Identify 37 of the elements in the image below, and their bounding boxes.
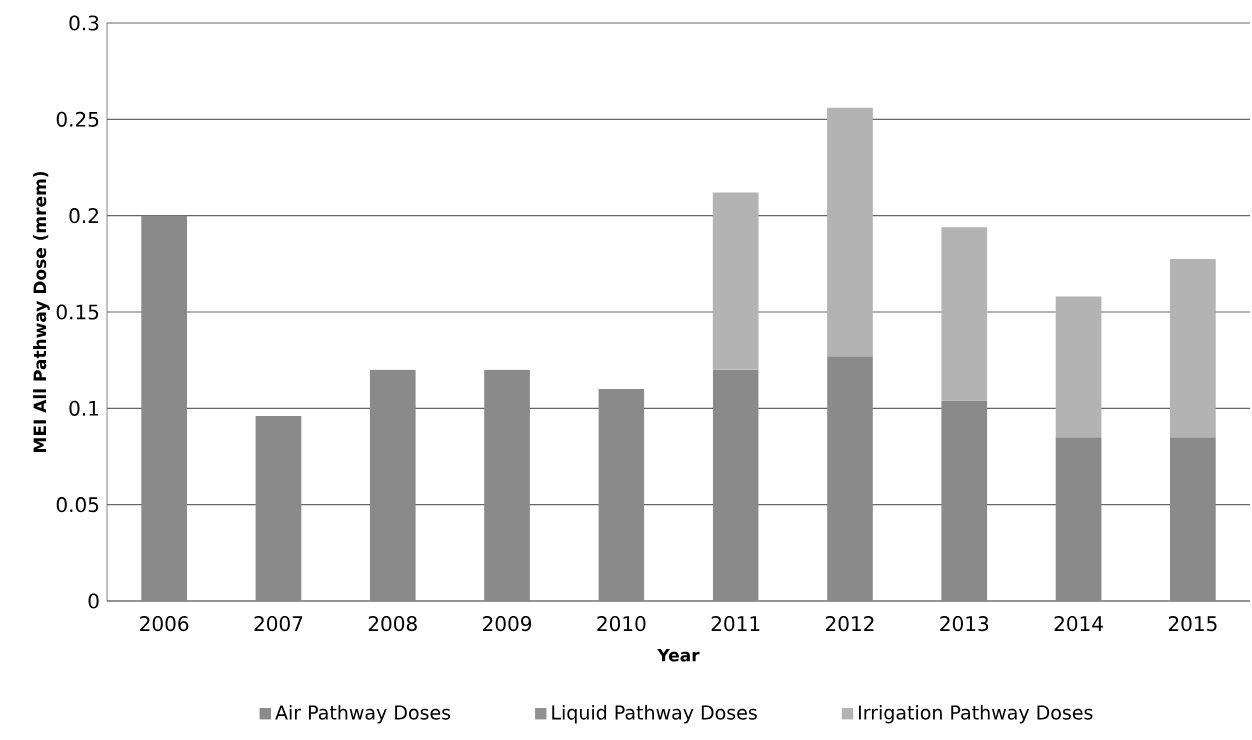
y-tick-label: 0.1 — [69, 400, 99, 416]
bar — [141, 215, 188, 601]
x-tick-label: 2006 — [140, 616, 189, 632]
x-tick-label: 2015 — [1168, 616, 1217, 632]
bar — [598, 389, 645, 601]
bar — [941, 227, 988, 401]
x-tick-label: 2008 — [368, 616, 417, 632]
x-tick-label: 2009 — [483, 616, 532, 632]
x-tick-label: 2011 — [711, 616, 760, 632]
bar — [1055, 296, 1102, 438]
x-tick-label: 2013 — [940, 616, 989, 632]
legend-label: Air Pathway Doses — [275, 705, 451, 724]
bar — [712, 369, 759, 601]
bar — [1170, 437, 1216, 601]
bar — [484, 369, 530, 601]
y-tick-label: 0 — [88, 593, 99, 609]
bar — [941, 400, 988, 601]
bar — [1170, 259, 1216, 438]
x-tick-label: 2007 — [254, 616, 303, 632]
bar — [1055, 437, 1102, 601]
x-tick-label: 2014 — [1054, 616, 1103, 632]
bar — [827, 107, 873, 357]
y-tick-label: 0.2 — [69, 208, 98, 224]
x-tick-label: 2010 — [597, 616, 646, 632]
bar — [712, 192, 759, 370]
x-axis-title: Year — [657, 648, 700, 662]
y-tick-label: 0.15 — [56, 304, 99, 320]
bar — [827, 356, 873, 601]
y-tick-label: 0.25 — [56, 111, 99, 127]
bar — [369, 369, 416, 601]
bar — [255, 416, 302, 601]
legend-label: Irrigation Pathway Doses — [858, 705, 1093, 724]
y-tick-label: 0.3 — [69, 15, 99, 31]
x-tick-label: 2012 — [825, 616, 874, 632]
y-axis-title: MEI All Pathway Dose (mrem) — [33, 171, 50, 452]
y-tick-label: 0.05 — [56, 497, 99, 513]
legend-label: Liquid Pathway Doses — [552, 705, 757, 724]
